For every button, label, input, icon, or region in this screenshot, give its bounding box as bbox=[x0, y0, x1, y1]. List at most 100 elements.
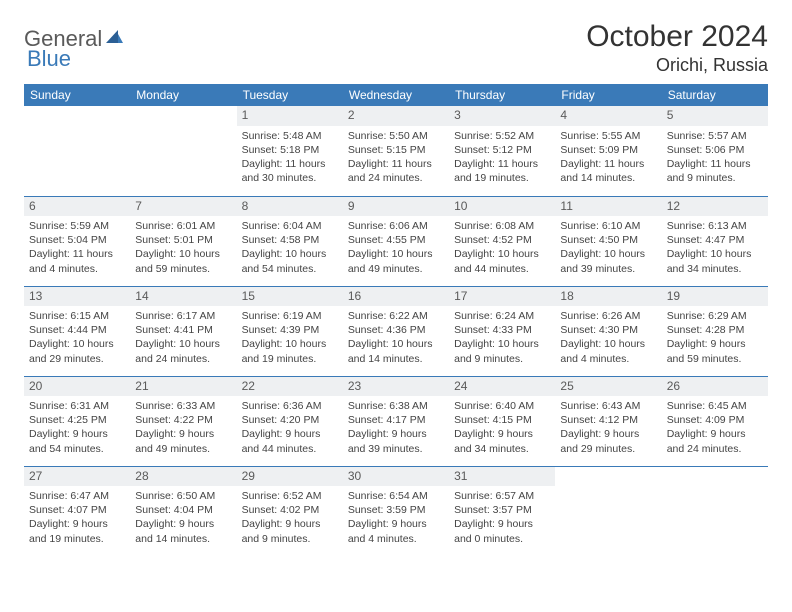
day-number: 18 bbox=[555, 287, 661, 307]
dayhead-wed: Wednesday bbox=[343, 84, 449, 106]
day-number: 31 bbox=[449, 467, 555, 487]
day-details: Sunrise: 6:47 AMSunset: 4:07 PMDaylight:… bbox=[24, 486, 130, 550]
day-cell: 16Sunrise: 6:22 AMSunset: 4:36 PMDayligh… bbox=[343, 286, 449, 376]
day-cell: 22Sunrise: 6:36 AMSunset: 4:20 PMDayligh… bbox=[237, 376, 343, 466]
day-number: 3 bbox=[449, 106, 555, 126]
day-number: 14 bbox=[130, 287, 236, 307]
day-number: 25 bbox=[555, 377, 661, 397]
day-details: Sunrise: 6:43 AMSunset: 4:12 PMDaylight:… bbox=[555, 396, 661, 460]
location-label: Orichi, Russia bbox=[586, 55, 768, 76]
day-details: Sunrise: 6:24 AMSunset: 4:33 PMDaylight:… bbox=[449, 306, 555, 370]
day-details: Sunrise: 5:48 AMSunset: 5:18 PMDaylight:… bbox=[237, 126, 343, 190]
day-cell: 18Sunrise: 6:26 AMSunset: 4:30 PMDayligh… bbox=[555, 286, 661, 376]
day-cell: 20Sunrise: 6:31 AMSunset: 4:25 PMDayligh… bbox=[24, 376, 130, 466]
day-number: 15 bbox=[237, 287, 343, 307]
dayhead-sun: Sunday bbox=[24, 84, 130, 106]
day-number: 5 bbox=[662, 106, 768, 126]
day-cell: 17Sunrise: 6:24 AMSunset: 4:33 PMDayligh… bbox=[449, 286, 555, 376]
day-details: Sunrise: 6:17 AMSunset: 4:41 PMDaylight:… bbox=[130, 306, 236, 370]
day-details: Sunrise: 6:06 AMSunset: 4:55 PMDaylight:… bbox=[343, 216, 449, 280]
day-details: Sunrise: 6:04 AMSunset: 4:58 PMDaylight:… bbox=[237, 216, 343, 280]
day-cell: 23Sunrise: 6:38 AMSunset: 4:17 PMDayligh… bbox=[343, 376, 449, 466]
day-details: Sunrise: 6:19 AMSunset: 4:39 PMDaylight:… bbox=[237, 306, 343, 370]
day-cell: 13Sunrise: 6:15 AMSunset: 4:44 PMDayligh… bbox=[24, 286, 130, 376]
empty-cell bbox=[24, 106, 130, 196]
day-number: 23 bbox=[343, 377, 449, 397]
day-details: Sunrise: 6:26 AMSunset: 4:30 PMDaylight:… bbox=[555, 306, 661, 370]
day-details: Sunrise: 6:54 AMSunset: 3:59 PMDaylight:… bbox=[343, 486, 449, 550]
calendar-row: 13Sunrise: 6:15 AMSunset: 4:44 PMDayligh… bbox=[24, 286, 768, 376]
day-number: 9 bbox=[343, 197, 449, 217]
calendar-table: Sunday Monday Tuesday Wednesday Thursday… bbox=[24, 84, 768, 556]
day-number: 7 bbox=[130, 197, 236, 217]
day-cell: 15Sunrise: 6:19 AMSunset: 4:39 PMDayligh… bbox=[237, 286, 343, 376]
day-number: 16 bbox=[343, 287, 449, 307]
day-number: 12 bbox=[662, 197, 768, 217]
day-number: 1 bbox=[237, 106, 343, 126]
day-cell: 21Sunrise: 6:33 AMSunset: 4:22 PMDayligh… bbox=[130, 376, 236, 466]
day-number: 21 bbox=[130, 377, 236, 397]
dayhead-mon: Monday bbox=[130, 84, 236, 106]
day-number: 28 bbox=[130, 467, 236, 487]
day-number: 8 bbox=[237, 197, 343, 217]
day-cell: 10Sunrise: 6:08 AMSunset: 4:52 PMDayligh… bbox=[449, 196, 555, 286]
dayhead-sat: Saturday bbox=[662, 84, 768, 106]
brand-sub-wrap: Blue bbox=[27, 46, 71, 72]
day-details: Sunrise: 6:38 AMSunset: 4:17 PMDaylight:… bbox=[343, 396, 449, 460]
day-details: Sunrise: 6:29 AMSunset: 4:28 PMDaylight:… bbox=[662, 306, 768, 370]
empty-cell bbox=[130, 106, 236, 196]
day-cell: 11Sunrise: 6:10 AMSunset: 4:50 PMDayligh… bbox=[555, 196, 661, 286]
day-cell: 1Sunrise: 5:48 AMSunset: 5:18 PMDaylight… bbox=[237, 106, 343, 196]
calendar-body: 1Sunrise: 5:48 AMSunset: 5:18 PMDaylight… bbox=[24, 106, 768, 556]
calendar-row: 1Sunrise: 5:48 AMSunset: 5:18 PMDaylight… bbox=[24, 106, 768, 196]
day-cell: 30Sunrise: 6:54 AMSunset: 3:59 PMDayligh… bbox=[343, 466, 449, 556]
day-details: Sunrise: 6:52 AMSunset: 4:02 PMDaylight:… bbox=[237, 486, 343, 550]
empty-cell bbox=[662, 466, 768, 556]
day-cell: 3Sunrise: 5:52 AMSunset: 5:12 PMDaylight… bbox=[449, 106, 555, 196]
day-details: Sunrise: 6:31 AMSunset: 4:25 PMDaylight:… bbox=[24, 396, 130, 460]
day-number: 22 bbox=[237, 377, 343, 397]
day-cell: 7Sunrise: 6:01 AMSunset: 5:01 PMDaylight… bbox=[130, 196, 236, 286]
day-details: Sunrise: 6:08 AMSunset: 4:52 PMDaylight:… bbox=[449, 216, 555, 280]
day-number: 29 bbox=[237, 467, 343, 487]
day-cell: 27Sunrise: 6:47 AMSunset: 4:07 PMDayligh… bbox=[24, 466, 130, 556]
day-details: Sunrise: 6:13 AMSunset: 4:47 PMDaylight:… bbox=[662, 216, 768, 280]
day-details: Sunrise: 6:33 AMSunset: 4:22 PMDaylight:… bbox=[130, 396, 236, 460]
day-details: Sunrise: 6:50 AMSunset: 4:04 PMDaylight:… bbox=[130, 486, 236, 550]
header: General October 2024 Orichi, Russia bbox=[24, 20, 768, 76]
day-cell: 12Sunrise: 6:13 AMSunset: 4:47 PMDayligh… bbox=[662, 196, 768, 286]
calendar-row: 20Sunrise: 6:31 AMSunset: 4:25 PMDayligh… bbox=[24, 376, 768, 466]
day-details: Sunrise: 5:57 AMSunset: 5:06 PMDaylight:… bbox=[662, 126, 768, 190]
day-number: 27 bbox=[24, 467, 130, 487]
day-number: 30 bbox=[343, 467, 449, 487]
day-header-row: Sunday Monday Tuesday Wednesday Thursday… bbox=[24, 84, 768, 106]
day-number: 26 bbox=[662, 377, 768, 397]
day-number: 19 bbox=[662, 287, 768, 307]
day-cell: 2Sunrise: 5:50 AMSunset: 5:15 PMDaylight… bbox=[343, 106, 449, 196]
day-cell: 19Sunrise: 6:29 AMSunset: 4:28 PMDayligh… bbox=[662, 286, 768, 376]
day-details: Sunrise: 5:59 AMSunset: 5:04 PMDaylight:… bbox=[24, 216, 130, 280]
day-number: 11 bbox=[555, 197, 661, 217]
dayhead-thu: Thursday bbox=[449, 84, 555, 106]
calendar-row: 27Sunrise: 6:47 AMSunset: 4:07 PMDayligh… bbox=[24, 466, 768, 556]
day-number: 10 bbox=[449, 197, 555, 217]
day-details: Sunrise: 6:57 AMSunset: 3:57 PMDaylight:… bbox=[449, 486, 555, 550]
day-details: Sunrise: 5:55 AMSunset: 5:09 PMDaylight:… bbox=[555, 126, 661, 190]
day-cell: 4Sunrise: 5:55 AMSunset: 5:09 PMDaylight… bbox=[555, 106, 661, 196]
empty-cell bbox=[555, 466, 661, 556]
day-cell: 6Sunrise: 5:59 AMSunset: 5:04 PMDaylight… bbox=[24, 196, 130, 286]
day-number: 4 bbox=[555, 106, 661, 126]
dayhead-tue: Tuesday bbox=[237, 84, 343, 106]
day-cell: 25Sunrise: 6:43 AMSunset: 4:12 PMDayligh… bbox=[555, 376, 661, 466]
title-block: October 2024 Orichi, Russia bbox=[586, 20, 768, 76]
day-cell: 8Sunrise: 6:04 AMSunset: 4:58 PMDaylight… bbox=[237, 196, 343, 286]
day-details: Sunrise: 6:10 AMSunset: 4:50 PMDaylight:… bbox=[555, 216, 661, 280]
day-number: 13 bbox=[24, 287, 130, 307]
day-details: Sunrise: 6:01 AMSunset: 5:01 PMDaylight:… bbox=[130, 216, 236, 280]
day-cell: 31Sunrise: 6:57 AMSunset: 3:57 PMDayligh… bbox=[449, 466, 555, 556]
day-details: Sunrise: 6:15 AMSunset: 4:44 PMDaylight:… bbox=[24, 306, 130, 370]
day-details: Sunrise: 5:50 AMSunset: 5:15 PMDaylight:… bbox=[343, 126, 449, 190]
day-cell: 14Sunrise: 6:17 AMSunset: 4:41 PMDayligh… bbox=[130, 286, 236, 376]
day-number: 24 bbox=[449, 377, 555, 397]
day-number: 6 bbox=[24, 197, 130, 217]
